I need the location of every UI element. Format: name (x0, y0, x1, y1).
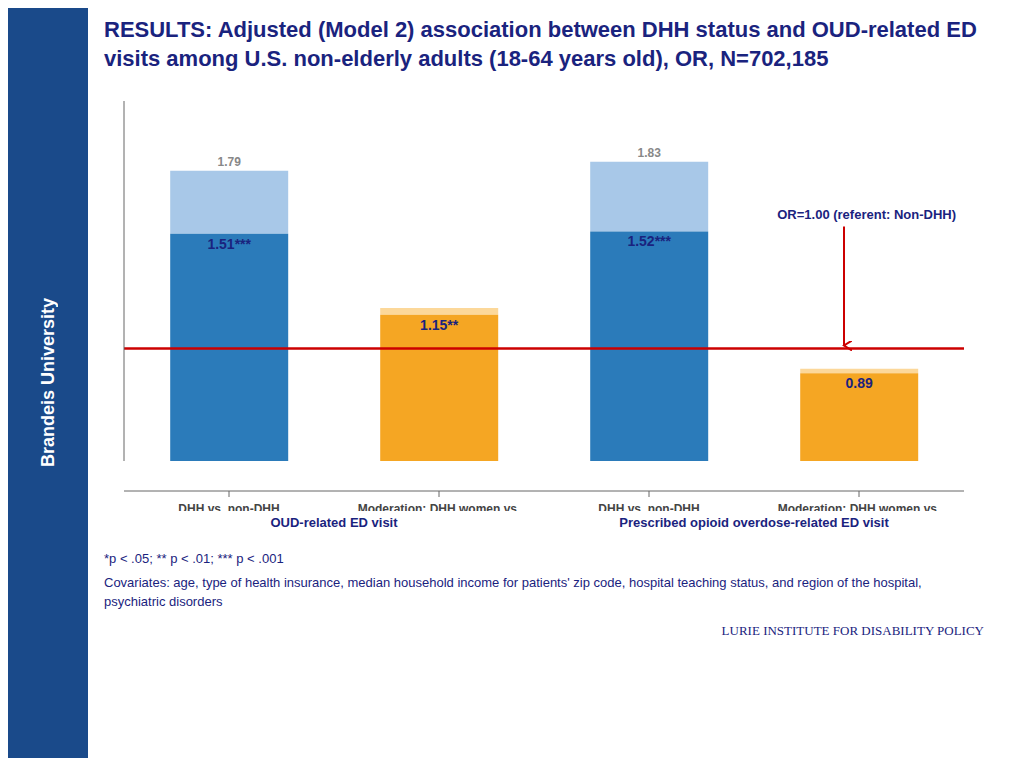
svg-text:1.51***: 1.51*** (207, 236, 251, 252)
html-text:Prescribed opioid overdose-rel: Prescribed opioid overdose-related ED vi… (619, 515, 889, 531)
html-text:RESULTS: Adjusted (Model 2) as: RESULTS: Adjusted (Model 2) association … (104, 17, 977, 71)
html-text:Covariates: age, type of healt: Covariates: age, type of health insuranc… (104, 575, 922, 609)
html-text:OUD-related ED visit: OUD-related ED visit (270, 515, 398, 531)
svg-text:0.89: 0.89 (846, 375, 873, 391)
svg-text:OR=1.00 (referent: Non-DHH): OR=1.00 (referent: Non-DHH) (777, 207, 956, 222)
html-text:LURIE INSTITUTE FOR DISABILITY: LURIE INSTITUTE FOR DISABILITY POLICY (721, 622, 984, 638)
svg-text:Moderation: DHH women vs.DHH m: Moderation: DHH women vs.DHH men (778, 502, 941, 511)
html-text:*p < .05; ** p < .01; *** p <: *p < .05; ** p < .01; *** p < .001 (104, 551, 284, 567)
svg-text:DHH vs. non-DHH: DHH vs. non-DHH (598, 502, 699, 511)
svg-text:DHH vs. non-DHH: DHH vs. non-DHH (178, 502, 279, 511)
svg-text:1.79: 1.79 (218, 155, 242, 169)
svg-text:1.15**: 1.15** (420, 317, 459, 333)
html-text:Brandeis University: Brandeis University (37, 298, 58, 468)
svg-text:Moderation: DHH women vs.DHH m: Moderation: DHH women vs.DHH men (358, 502, 521, 511)
svg-text:1.52***: 1.52*** (627, 234, 671, 250)
svg-text:1.83: 1.83 (638, 146, 662, 160)
